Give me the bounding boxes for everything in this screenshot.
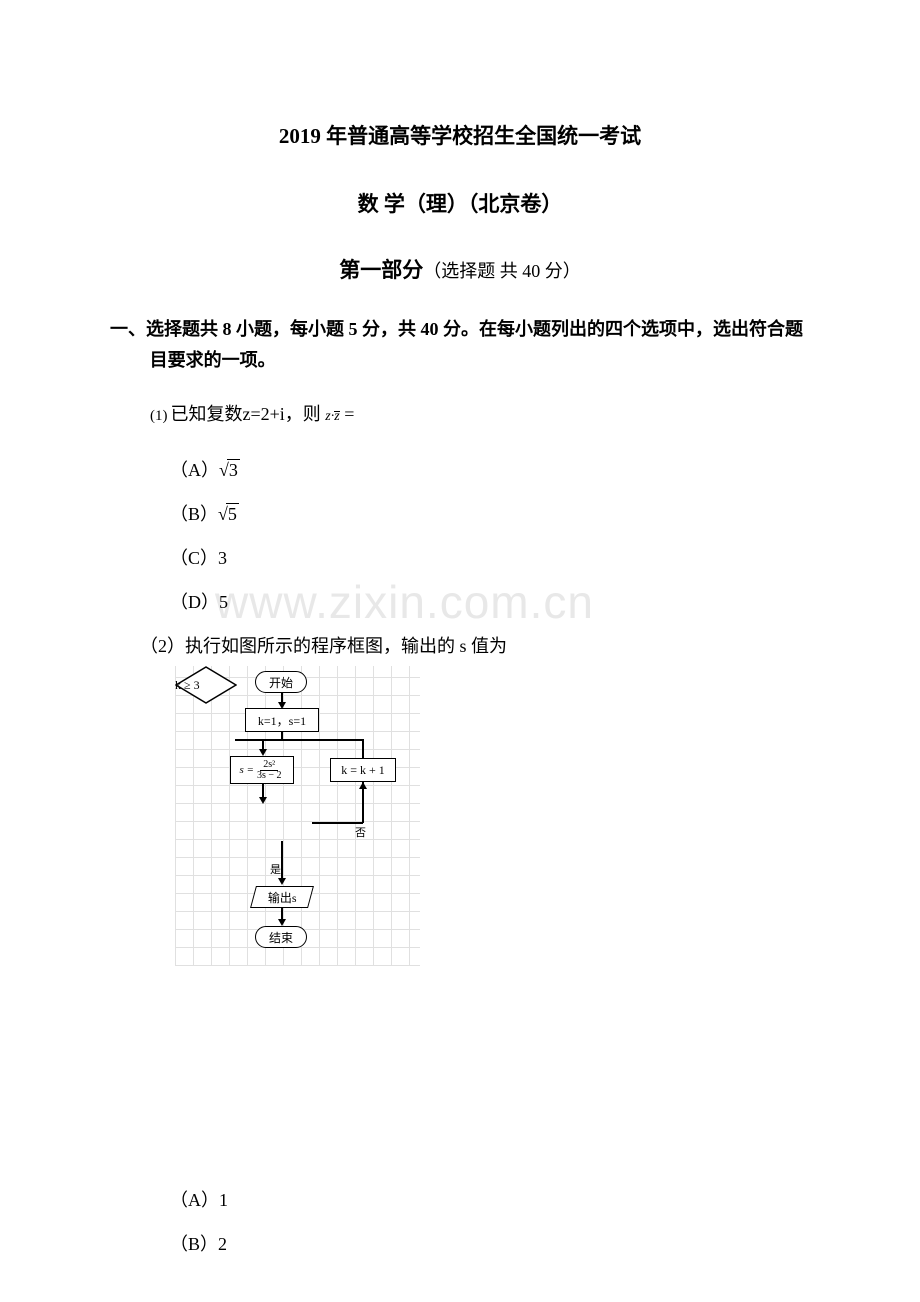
q1-number: (1) [150, 408, 168, 425]
fc-arrow [262, 784, 264, 798]
fc-cond: k ≥ 3 [175, 666, 237, 704]
q1-option-a: （A）3 [170, 456, 810, 482]
fc-arrow [281, 841, 283, 879]
q1-option-d: （D）5 [170, 588, 810, 614]
section-title: 第一部分（选择题 共 40 分） [110, 254, 810, 284]
document-content: 2019 年普通高等学校招生全国统一考试 数 学（理）（北京卷） 第一部分（选择… [110, 120, 810, 1256]
sqrt-icon [219, 460, 229, 481]
fc-arrow [362, 739, 364, 758]
fc-arrowhead-icon [278, 919, 286, 926]
fc-arrowhead-icon [259, 749, 267, 756]
q2-option-b: （B）2 [170, 1230, 810, 1256]
fc-output: 输出s [250, 886, 314, 908]
q1-stem-post: = [340, 404, 355, 424]
q1-stem: (1) 已知复数z=2+i，则 z·z = [150, 400, 810, 426]
section-normal: （选择题 共 40 分） [423, 261, 581, 281]
q2-number: （2） [140, 636, 185, 656]
fraction: 2s²3s − 2 [254, 760, 285, 781]
fc-calc-prefix: s = [240, 764, 254, 776]
sqrt-icon [218, 504, 228, 525]
section-bold: 第一部分 [339, 258, 423, 282]
fc-arrowhead-icon [259, 797, 267, 804]
flowchart: 开始 k=1，s=1 s = 2s²3s − 2 k = k + 1 k ≥ 3 [175, 666, 420, 966]
instruction-text: 一、选择题共 8 小题，每小题 5 分，共 40 分。在每小题列出的四个选项中，… [110, 314, 810, 375]
q2-option-a: （A）1 [170, 1186, 810, 1212]
fc-label-yes: 是 [270, 861, 281, 877]
fc-arrow [281, 732, 283, 739]
fc-cond-label: k ≥ 3 [175, 678, 420, 693]
main-title: 2019 年普通高等学校招生全国统一考试 [110, 120, 810, 150]
fc-label-no: 否 [355, 824, 366, 840]
fc-out-label: 输出s [268, 889, 297, 906]
flowchart-container: 开始 k=1，s=1 s = 2s²3s − 2 k = k + 1 k ≥ 3 [175, 666, 810, 966]
sub-title: 数 学（理）（北京卷） [110, 188, 810, 218]
fc-incr: k = k + 1 [330, 758, 396, 782]
fc-calc: s = 2s²3s − 2 [230, 756, 294, 784]
q2-stem: （2）执行如图所示的程序框图，输出的 s 值为 [140, 632, 810, 658]
q2-text: 执行如图所示的程序框图，输出的 s 值为 [185, 636, 507, 656]
fc-arrowhead-icon [278, 878, 286, 885]
q1-option-c: （C）3 [170, 544, 810, 570]
fc-arrow [329, 739, 363, 741]
q1-expr: z·z [325, 409, 339, 424]
q1-text: 已知复数z=2+i，则 z·z = [171, 400, 355, 426]
q1-b-label: （B） [170, 504, 218, 524]
fc-init: k=1，s=1 [245, 708, 319, 732]
q1-option-b: （B）5 [170, 500, 810, 526]
fc-arrow [235, 739, 330, 741]
q1-stem-pre: 已知复数z=2+i，则 [171, 404, 326, 424]
fc-end: 结束 [255, 926, 307, 948]
fc-arrowhead-icon [359, 782, 367, 789]
frac-bot: 3s − 2 [254, 771, 285, 781]
q1-a-label: （A） [170, 460, 219, 480]
